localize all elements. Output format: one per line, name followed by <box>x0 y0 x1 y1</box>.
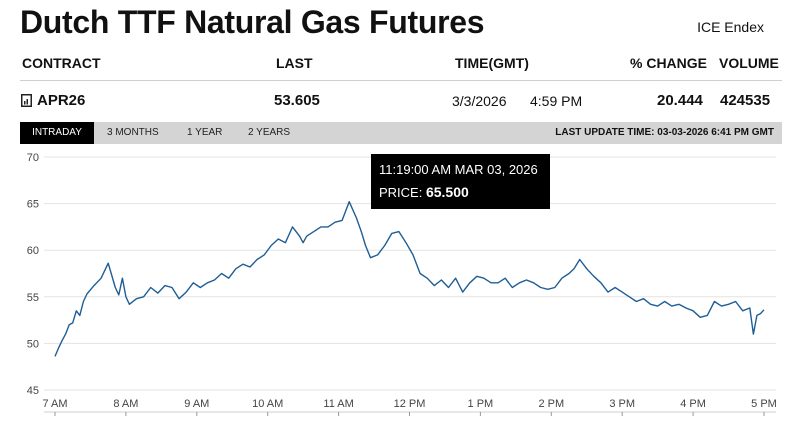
contract-cell[interactable]: APR26 <box>21 92 85 109</box>
tooltip-price-label: PRICE: <box>379 185 423 200</box>
page-title: Dutch TTF Natural Gas Futures <box>20 4 485 40</box>
x-tick-label: 3 PM <box>609 398 635 410</box>
x-tick-label: 5 PM <box>751 398 777 410</box>
contract-symbol[interactable]: APR26 <box>37 92 86 109</box>
y-tick-label: 65 <box>27 199 39 211</box>
time-clock: 4:59 PM <box>530 93 583 109</box>
header-last: LAST <box>276 55 313 71</box>
y-tick-label: 70 <box>27 152 39 164</box>
x-tick-label: 1 PM <box>468 398 494 410</box>
x-tick-label: 7 AM <box>42 398 67 410</box>
header-divider <box>20 80 782 81</box>
range-tab-bar: INTRADAY 3 MONTHS 1 YEAR 2 YEARS LAST UP… <box>20 122 782 144</box>
tab-1-year[interactable]: 1 YEAR <box>187 127 223 138</box>
x-tick-label: 4 PM <box>680 398 706 410</box>
x-axis: 7 AM 8 AM 9 AM 10 AM 11 AM 12 PM 1 PM 2 PM 3 PM 4… <box>42 398 777 416</box>
tab-intraday[interactable]: INTRADAY <box>20 122 94 144</box>
last-value: 53.605 <box>274 92 320 109</box>
x-tick-label: 9 AM <box>184 398 209 410</box>
time-date: 3/3/2026 <box>452 93 507 109</box>
x-tick-label: 10 AM <box>252 398 283 410</box>
x-tick-label: 12 PM <box>394 398 426 410</box>
tooltip-price-value: 65.500 <box>425 184 469 200</box>
document-icon <box>21 94 32 107</box>
change-value: 20.444 <box>657 92 703 109</box>
tooltip-price-row: PRICE: 65.500 <box>379 184 469 200</box>
y-tick-label: 60 <box>27 245 39 257</box>
exchange-label: ICE Endex <box>697 19 764 35</box>
x-tick-label: 2 PM <box>538 398 564 410</box>
x-tick-label: 11 AM <box>323 398 353 410</box>
last-update-time: LAST UPDATE TIME: 03-03-2026 6:41 PM GMT <box>555 127 774 138</box>
x-tick-label: 8 AM <box>113 398 138 410</box>
header-volume: VOLUME <box>719 55 779 71</box>
tooltip-time: 11:19:00 AM MAR 03, 2026 <box>379 162 538 177</box>
price-tooltip: 11:19:00 AM MAR 03, 2026 PRICE: 65.500 <box>371 154 550 209</box>
y-axis: 45 50 55 60 65 70 <box>27 152 39 397</box>
header-contract: CONTRACT <box>22 55 101 71</box>
y-tick-label: 50 <box>27 338 39 350</box>
price-line <box>54 201 765 357</box>
header-time: TIME(GMT) <box>455 55 529 71</box>
tab-2-years[interactable]: 2 YEARS <box>248 127 291 138</box>
y-tick-label: 55 <box>27 292 39 304</box>
volume-value: 424535 <box>720 92 771 109</box>
tab-3-months[interactable]: 3 MONTHS <box>107 127 159 138</box>
y-tick-label: 45 <box>27 385 39 397</box>
header-change: % CHANGE <box>630 55 708 71</box>
